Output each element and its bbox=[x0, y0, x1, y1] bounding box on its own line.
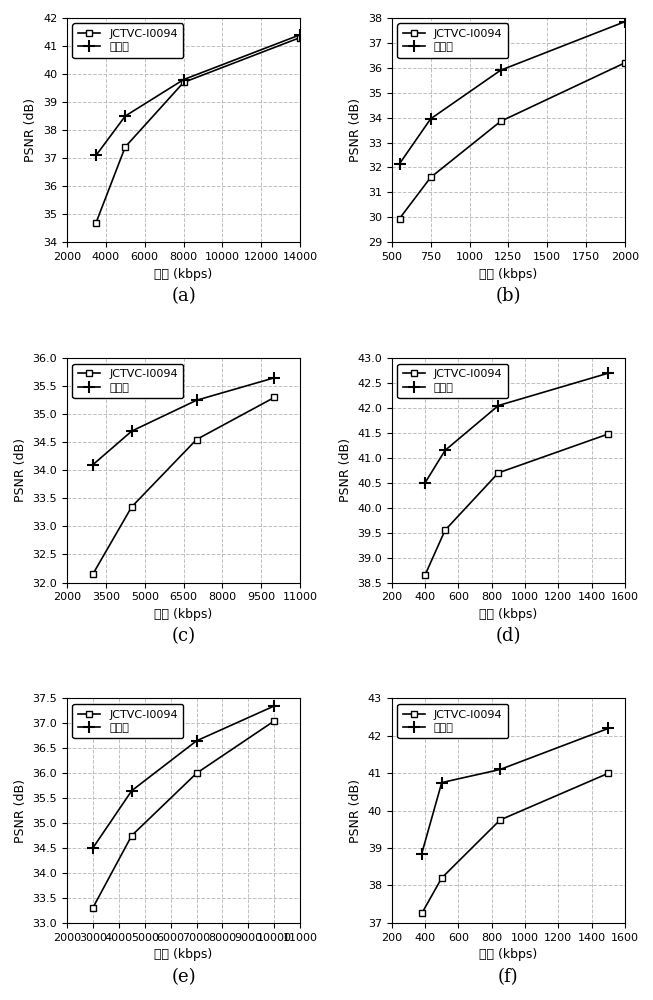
Text: (a): (a) bbox=[171, 287, 196, 305]
X-axis label: 码率 (kbps): 码率 (kbps) bbox=[155, 268, 213, 281]
JCTVC-I0094 bbox=[89, 568, 97, 580]
JCTVC-I0094 bbox=[621, 57, 629, 69]
JCTVC-I0094 bbox=[441, 524, 449, 536]
Line: 本发明: 本发明 bbox=[416, 723, 614, 859]
X-axis label: 码率 (kbps): 码率 (kbps) bbox=[479, 608, 537, 621]
JCTVC-I0094 bbox=[180, 76, 187, 88]
Legend: JCTVC-I0094, 本发明: JCTVC-I0094, 本发明 bbox=[72, 23, 183, 58]
JCTVC-I0094 bbox=[426, 171, 434, 183]
JCTVC-I0094 bbox=[121, 141, 129, 153]
本发明 bbox=[621, 16, 629, 28]
本发明 bbox=[92, 149, 100, 161]
本发明 bbox=[441, 444, 449, 456]
本发明 bbox=[180, 74, 187, 86]
JCTVC-I0094 bbox=[128, 501, 136, 513]
Y-axis label: PSNR (dB): PSNR (dB) bbox=[349, 98, 362, 162]
Line: JCTVC-I0094: JCTVC-I0094 bbox=[396, 59, 629, 222]
Line: 本发明: 本发明 bbox=[91, 29, 306, 161]
Y-axis label: PSNR (dB): PSNR (dB) bbox=[349, 779, 362, 843]
Line: 本发明: 本发明 bbox=[88, 700, 280, 854]
本发明 bbox=[128, 785, 136, 797]
本发明 bbox=[496, 763, 504, 775]
本发明 bbox=[193, 394, 200, 406]
本发明 bbox=[193, 735, 200, 747]
Legend: JCTVC-I0094, 本发明: JCTVC-I0094, 本发明 bbox=[397, 364, 508, 398]
Y-axis label: PSNR (dB): PSNR (dB) bbox=[24, 98, 37, 162]
Line: 本发明: 本发明 bbox=[88, 372, 280, 470]
Legend: JCTVC-I0094, 本发明: JCTVC-I0094, 本发明 bbox=[397, 23, 508, 58]
JCTVC-I0094 bbox=[396, 213, 404, 225]
本发明 bbox=[270, 372, 278, 384]
Line: 本发明: 本发明 bbox=[419, 368, 614, 488]
Line: JCTVC-I0094: JCTVC-I0094 bbox=[89, 717, 278, 911]
Line: JCTVC-I0094: JCTVC-I0094 bbox=[422, 430, 612, 579]
本发明 bbox=[128, 425, 136, 437]
Text: (e): (e) bbox=[171, 968, 196, 986]
Text: (d): (d) bbox=[496, 627, 521, 645]
X-axis label: 码率 (kbps): 码率 (kbps) bbox=[479, 948, 537, 961]
Text: (b): (b) bbox=[496, 287, 521, 305]
JCTVC-I0094 bbox=[418, 907, 426, 919]
Y-axis label: PSNR (dB): PSNR (dB) bbox=[14, 779, 27, 843]
本发明 bbox=[497, 64, 505, 76]
Y-axis label: PSNR (dB): PSNR (dB) bbox=[14, 438, 27, 502]
JCTVC-I0094 bbox=[89, 902, 97, 914]
JCTVC-I0094 bbox=[605, 767, 613, 779]
JCTVC-I0094 bbox=[270, 391, 278, 403]
JCTVC-I0094 bbox=[296, 32, 304, 44]
本发明 bbox=[494, 400, 502, 412]
Y-axis label: PSNR (dB): PSNR (dB) bbox=[338, 438, 351, 502]
本发明 bbox=[121, 110, 129, 122]
本发明 bbox=[418, 848, 426, 860]
JCTVC-I0094 bbox=[494, 467, 502, 479]
X-axis label: 码率 (kbps): 码率 (kbps) bbox=[155, 948, 213, 961]
JCTVC-I0094 bbox=[497, 115, 505, 127]
Text: (f): (f) bbox=[498, 968, 518, 986]
Line: JCTVC-I0094: JCTVC-I0094 bbox=[419, 770, 612, 917]
Legend: JCTVC-I0094, 本发明: JCTVC-I0094, 本发明 bbox=[72, 364, 183, 398]
本发明 bbox=[270, 700, 278, 712]
X-axis label: 码率 (kbps): 码率 (kbps) bbox=[479, 268, 537, 281]
JCTVC-I0094 bbox=[128, 830, 136, 842]
Line: 本发明: 本发明 bbox=[394, 16, 631, 169]
Legend: JCTVC-I0094, 本发明: JCTVC-I0094, 本发明 bbox=[72, 704, 183, 738]
JCTVC-I0094 bbox=[270, 715, 278, 727]
JCTVC-I0094 bbox=[605, 428, 613, 440]
JCTVC-I0094 bbox=[92, 217, 100, 229]
Text: (c): (c) bbox=[172, 627, 196, 645]
Legend: JCTVC-I0094, 本发明: JCTVC-I0094, 本发明 bbox=[397, 704, 508, 738]
本发明 bbox=[605, 722, 613, 734]
本发明 bbox=[426, 113, 434, 125]
JCTVC-I0094 bbox=[438, 872, 445, 884]
本发明 bbox=[296, 29, 304, 41]
本发明 bbox=[605, 367, 613, 379]
本发明 bbox=[438, 777, 445, 789]
Line: JCTVC-I0094: JCTVC-I0094 bbox=[89, 394, 278, 578]
JCTVC-I0094 bbox=[193, 434, 200, 446]
本发明 bbox=[421, 477, 429, 489]
Line: JCTVC-I0094: JCTVC-I0094 bbox=[93, 34, 304, 226]
X-axis label: 码率 (kbps): 码率 (kbps) bbox=[155, 608, 213, 621]
本发明 bbox=[89, 842, 97, 854]
本发明 bbox=[89, 459, 97, 471]
JCTVC-I0094 bbox=[193, 767, 200, 779]
本发明 bbox=[396, 158, 404, 170]
JCTVC-I0094 bbox=[496, 814, 504, 826]
JCTVC-I0094 bbox=[421, 569, 429, 581]
